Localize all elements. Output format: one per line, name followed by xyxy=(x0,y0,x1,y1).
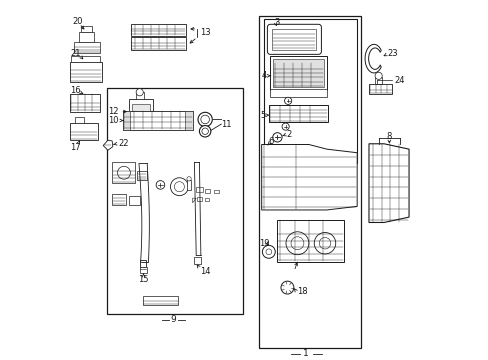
Circle shape xyxy=(319,238,330,249)
Bar xyxy=(264,19,356,163)
Text: 22: 22 xyxy=(119,139,129,148)
Text: 7: 7 xyxy=(291,262,297,271)
Circle shape xyxy=(282,123,288,130)
Bar xyxy=(273,59,323,87)
Circle shape xyxy=(285,232,308,255)
Bar xyxy=(214,190,218,193)
Bar xyxy=(270,89,326,97)
Bar xyxy=(272,29,315,50)
Circle shape xyxy=(156,181,164,189)
Bar xyxy=(73,42,100,53)
Text: 20: 20 xyxy=(73,17,83,26)
Bar xyxy=(75,117,83,123)
Bar xyxy=(140,267,146,273)
Bar xyxy=(368,84,391,94)
Bar xyxy=(136,92,143,99)
Text: 1: 1 xyxy=(303,349,308,358)
Polygon shape xyxy=(261,144,356,210)
Text: 4: 4 xyxy=(261,71,266,80)
Bar xyxy=(137,171,147,180)
Bar xyxy=(71,56,100,62)
Bar xyxy=(130,37,186,50)
Circle shape xyxy=(199,126,210,137)
Bar xyxy=(70,62,102,82)
Circle shape xyxy=(281,281,293,294)
Text: 11: 11 xyxy=(221,120,231,129)
Circle shape xyxy=(265,249,271,255)
Circle shape xyxy=(136,89,143,96)
Bar xyxy=(70,94,100,112)
Bar xyxy=(112,162,135,183)
Text: 24: 24 xyxy=(394,76,405,85)
Circle shape xyxy=(202,128,208,135)
Bar xyxy=(197,197,201,201)
Bar xyxy=(129,195,140,204)
Text: 15: 15 xyxy=(138,275,148,284)
Bar xyxy=(193,257,201,264)
Text: 23: 23 xyxy=(387,49,397,58)
Bar xyxy=(81,26,92,32)
FancyBboxPatch shape xyxy=(267,24,321,54)
Text: 6: 6 xyxy=(267,138,273,147)
Polygon shape xyxy=(365,44,381,73)
Bar xyxy=(132,104,149,118)
Bar xyxy=(196,187,202,192)
Text: 10: 10 xyxy=(108,116,119,125)
Bar xyxy=(122,111,130,130)
Circle shape xyxy=(290,237,303,250)
Circle shape xyxy=(201,115,209,124)
Bar xyxy=(70,123,98,140)
Text: 2: 2 xyxy=(286,130,291,139)
Bar xyxy=(112,194,125,204)
Text: 13: 13 xyxy=(200,28,210,37)
Polygon shape xyxy=(368,144,408,222)
Circle shape xyxy=(284,97,291,104)
Text: 16: 16 xyxy=(70,86,81,95)
Circle shape xyxy=(262,246,275,258)
Bar xyxy=(122,111,192,130)
Text: 3: 3 xyxy=(273,18,279,27)
Text: 5: 5 xyxy=(260,111,264,120)
Circle shape xyxy=(174,182,184,192)
Circle shape xyxy=(186,177,191,181)
Bar xyxy=(375,77,381,84)
Polygon shape xyxy=(103,140,113,150)
Bar xyxy=(277,220,343,262)
Bar xyxy=(205,198,208,201)
Bar xyxy=(79,32,94,42)
Text: 19: 19 xyxy=(259,239,269,248)
Bar xyxy=(205,189,210,193)
Text: 18: 18 xyxy=(296,287,307,296)
Text: 17: 17 xyxy=(70,143,81,152)
Text: 21: 21 xyxy=(70,49,80,58)
Bar xyxy=(185,111,192,130)
Text: 12: 12 xyxy=(108,107,119,116)
Circle shape xyxy=(374,72,382,80)
Bar xyxy=(140,260,146,267)
Polygon shape xyxy=(192,198,196,203)
Bar xyxy=(268,105,327,122)
Bar xyxy=(130,24,186,36)
Circle shape xyxy=(272,133,282,142)
Text: 14: 14 xyxy=(200,267,210,276)
Text: 9: 9 xyxy=(170,315,176,324)
Bar xyxy=(129,99,152,120)
Bar xyxy=(270,56,326,90)
Circle shape xyxy=(170,178,188,195)
Bar xyxy=(258,16,360,348)
Bar xyxy=(187,180,190,190)
Text: 8: 8 xyxy=(386,132,391,141)
Circle shape xyxy=(198,112,212,127)
Bar xyxy=(142,296,178,305)
Circle shape xyxy=(314,233,335,254)
Bar xyxy=(106,88,242,314)
Circle shape xyxy=(117,166,130,179)
